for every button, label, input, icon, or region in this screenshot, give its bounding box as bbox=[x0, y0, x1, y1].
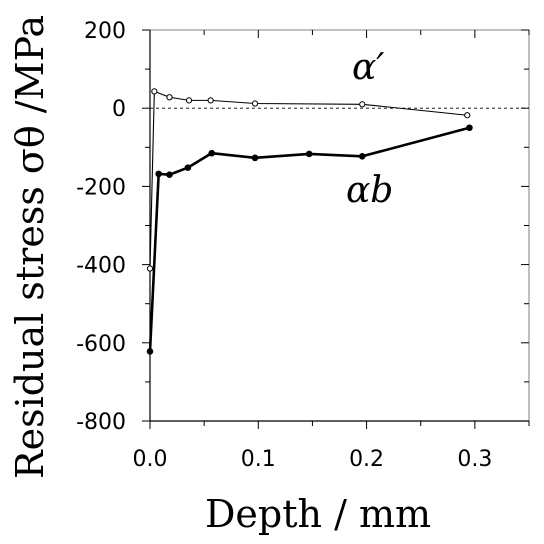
x-tick-label: 0.1 bbox=[241, 447, 276, 472]
data-point-0 bbox=[207, 97, 214, 104]
data-point-1 bbox=[251, 154, 259, 162]
x-tick-label: 0.0 bbox=[133, 447, 168, 472]
data-point-1 bbox=[358, 152, 366, 160]
data-point-0 bbox=[251, 100, 259, 107]
series-layer bbox=[146, 88, 473, 355]
y-tick-label: -600 bbox=[76, 332, 126, 357]
data-point-1 bbox=[208, 149, 216, 157]
plot-frame bbox=[149, 29, 530, 422]
data-point-1 bbox=[184, 164, 192, 171]
y-tick-label: -800 bbox=[76, 410, 126, 435]
data-point-0 bbox=[151, 88, 158, 95]
data-point-0 bbox=[464, 112, 471, 119]
plot-border bbox=[149, 29, 530, 422]
data-point-1 bbox=[166, 171, 173, 178]
series-label-alpha-prime: α′ bbox=[352, 47, 384, 88]
y-tick-label: -400 bbox=[76, 254, 126, 279]
series-line-0 bbox=[149, 90, 468, 269]
data-point-1 bbox=[466, 124, 473, 132]
tick-labels: 200 0 -200 -400 -600 -800 0.0 0.1 0.2 0.3 bbox=[76, 19, 492, 472]
x-tick-label: 0.3 bbox=[457, 447, 492, 472]
y-tick-label: -200 bbox=[76, 175, 126, 200]
series-label-alpha-b: αb bbox=[346, 170, 393, 211]
y-tick-label: 200 bbox=[84, 19, 126, 44]
axis-ticks bbox=[142, 29, 530, 429]
data-point-0 bbox=[146, 265, 154, 272]
data-point-1 bbox=[305, 150, 313, 158]
series-line-1 bbox=[148, 126, 470, 352]
y-tick-label: 0 bbox=[112, 97, 126, 122]
y-axis-title: Residual stress σθ /MPa bbox=[8, 15, 52, 479]
data-point-1 bbox=[146, 348, 154, 355]
data-point-0 bbox=[359, 101, 366, 108]
data-point-0 bbox=[166, 94, 173, 101]
data-point-0 bbox=[185, 97, 193, 104]
x-tick-label: 0.2 bbox=[349, 447, 384, 472]
data-point-1 bbox=[155, 170, 162, 178]
x-axis-title: Depth / mm bbox=[205, 492, 431, 536]
